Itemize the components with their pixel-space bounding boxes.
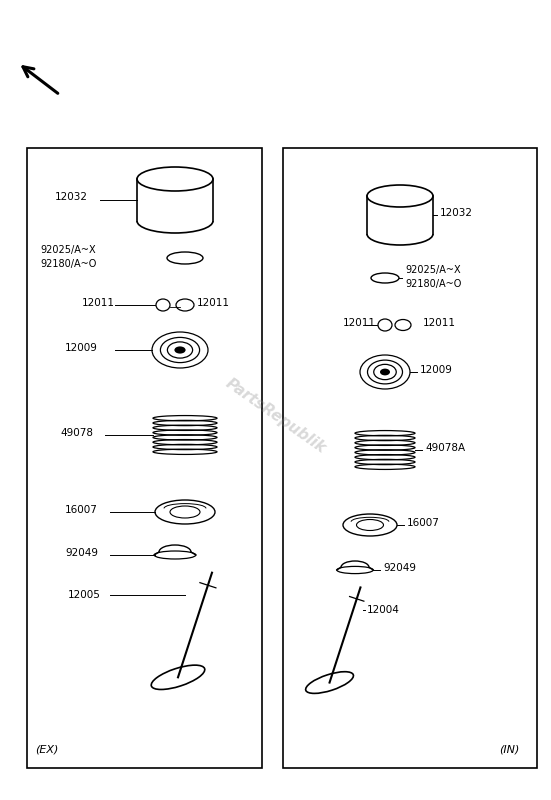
Text: (IN): (IN) [499,745,520,755]
Text: 12011: 12011 [82,298,115,308]
Bar [27,148,262,768]
Text: (EX): (EX) [35,745,58,755]
Text: 12011: 12011 [423,318,456,328]
Bar [283,148,537,768]
Text: 92025/A~X: 92025/A~X [405,265,461,275]
Text: 16007: 16007 [65,505,98,515]
Text: 12009: 12009 [420,365,453,375]
Text: PartsRepublik: PartsRepublik [223,376,328,456]
Text: 92049: 92049 [383,563,416,573]
Text: 49078: 49078 [60,428,93,438]
Text: 92180/A~O: 92180/A~O [40,259,96,269]
Text: 12032: 12032 [55,192,88,202]
Text: 49078A: 49078A [425,443,465,453]
Text: 12032: 12032 [440,208,473,218]
Text: 12009: 12009 [65,343,98,353]
Text: 16007: 16007 [407,518,440,528]
Text: 12011: 12011 [343,318,376,328]
Text: 12005: 12005 [68,590,101,600]
Ellipse shape [380,369,390,375]
Text: 92049: 92049 [65,548,98,558]
Text: 12004: 12004 [367,605,400,615]
Ellipse shape [175,346,186,354]
Text: 12011: 12011 [197,298,230,308]
Text: 92180/A~O: 92180/A~O [405,279,461,289]
Text: 92025/A~X: 92025/A~X [40,245,96,255]
